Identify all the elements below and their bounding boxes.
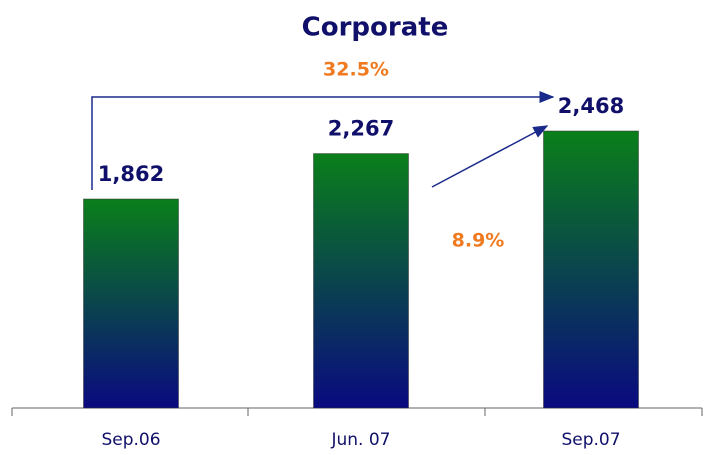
chart-title: Corporate — [302, 13, 449, 43]
x-tick-label: Sep.06 — [101, 430, 160, 450]
x-tick-label: Sep.07 — [561, 430, 620, 450]
arrow — [91, 91, 555, 190]
bar — [313, 153, 409, 409]
annotation: 32.5% — [323, 59, 389, 81]
arrow — [431, 125, 549, 188]
data-label: 2,267 — [328, 117, 394, 141]
data-label: 1,862 — [98, 162, 164, 186]
bar — [543, 130, 639, 409]
x-tick-label: Jun. 07 — [330, 430, 390, 450]
bar — [83, 198, 179, 409]
annotation: 8.9% — [452, 230, 505, 252]
data-label: 2,468 — [558, 94, 624, 118]
